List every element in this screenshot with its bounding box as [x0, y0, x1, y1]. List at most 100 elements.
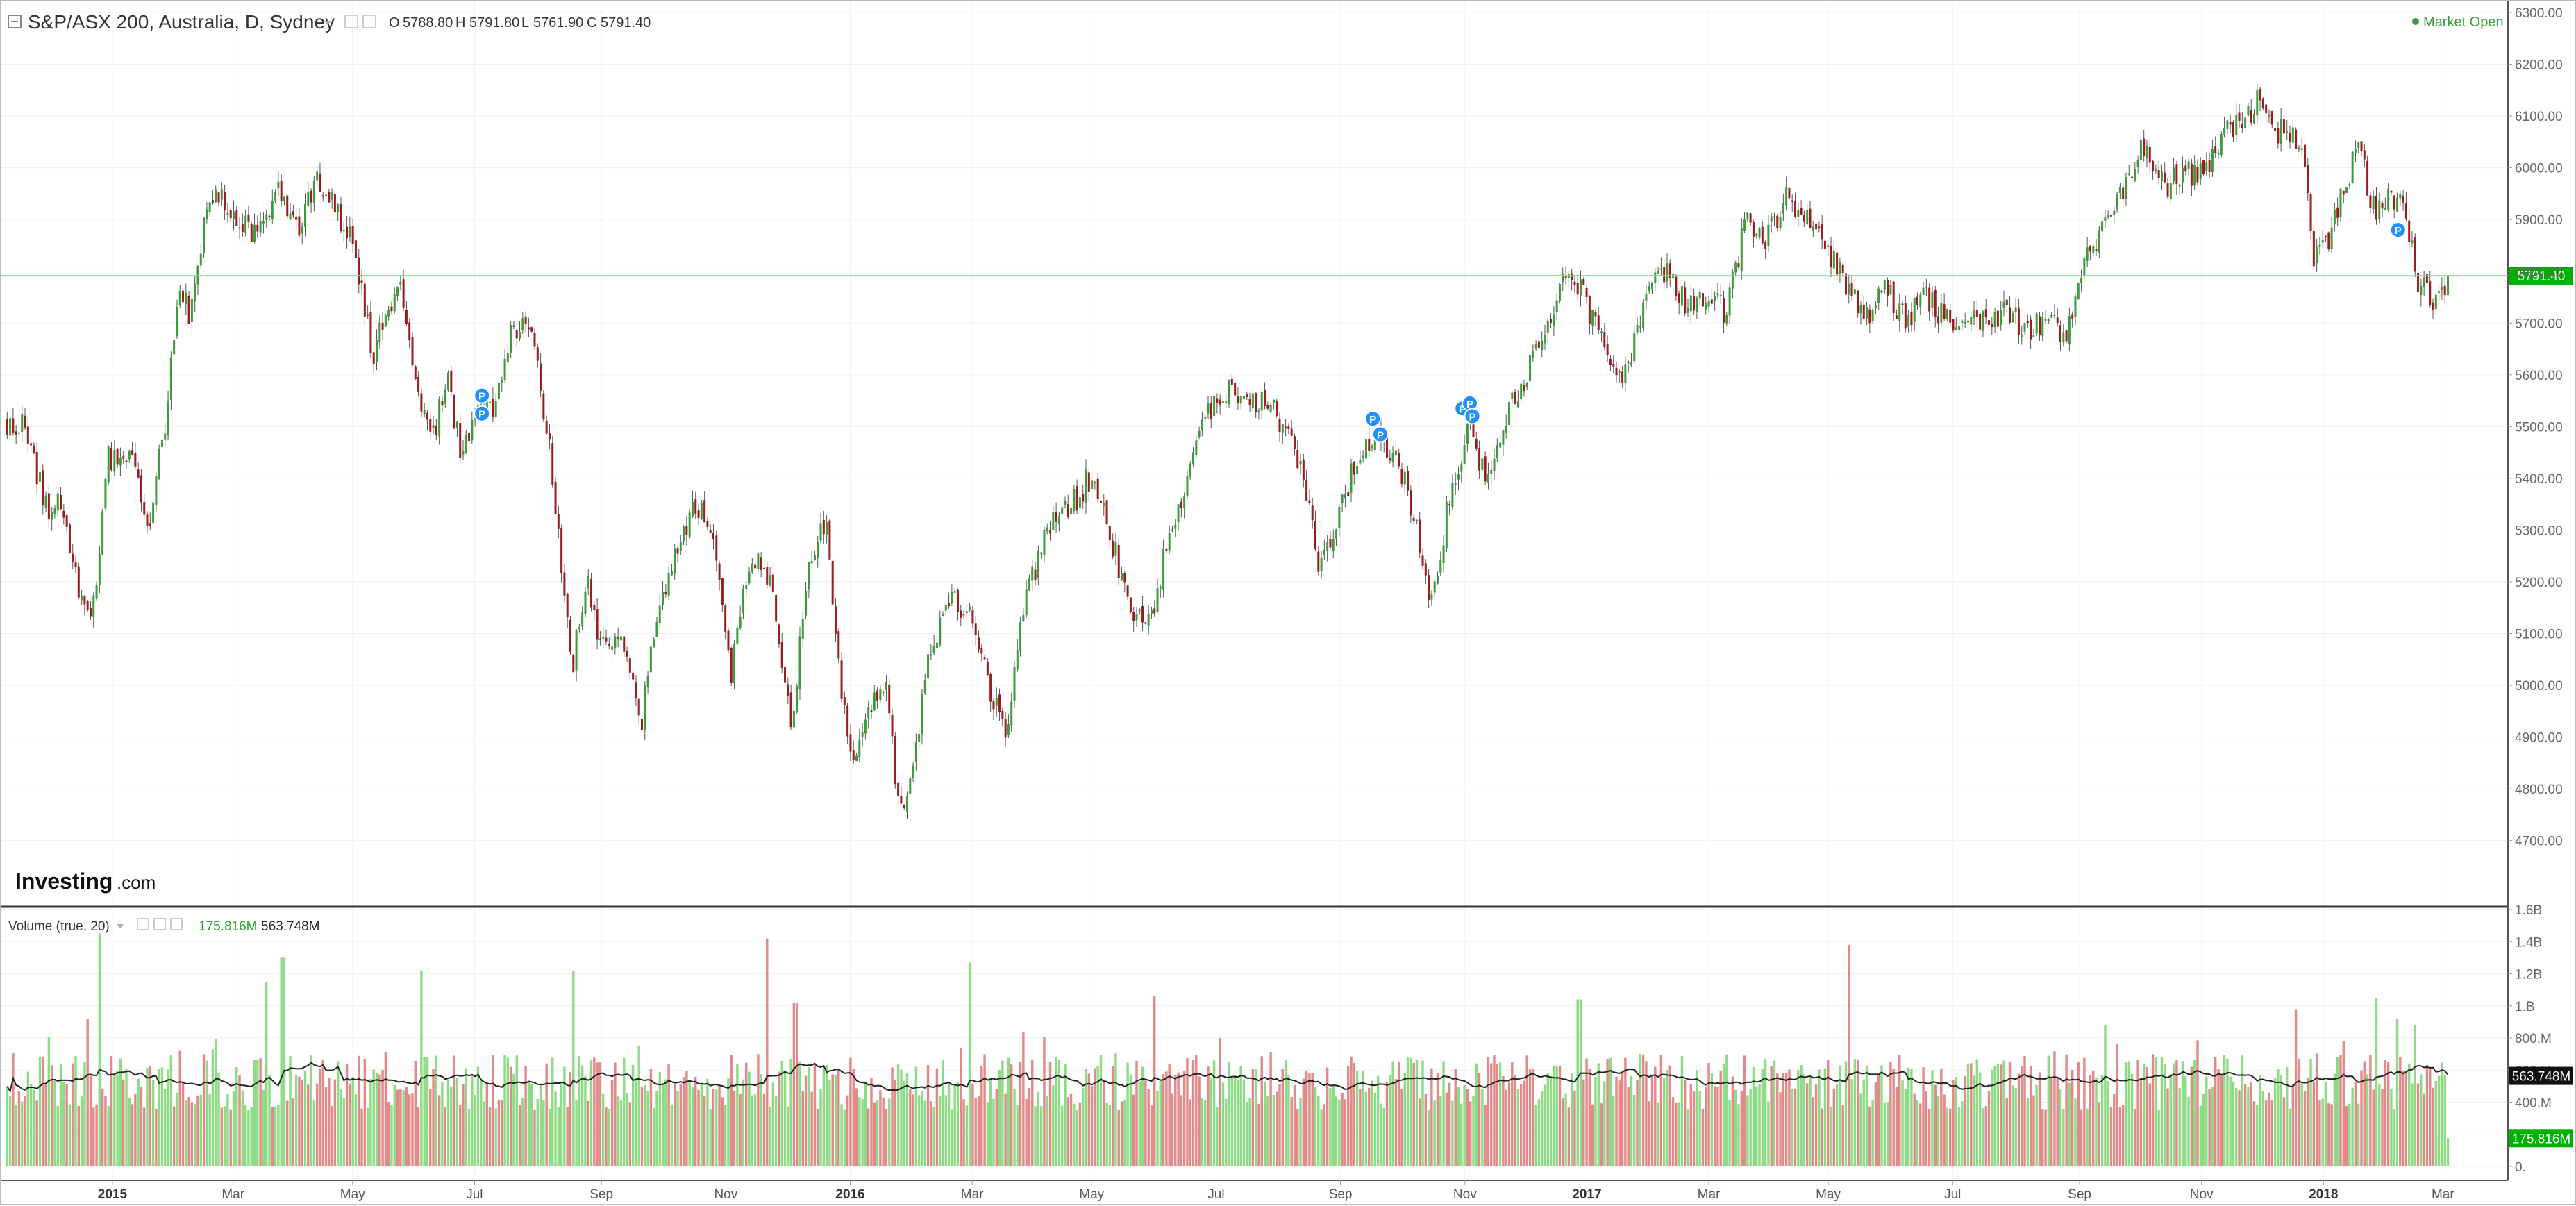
candle-body [1055, 512, 1057, 522]
time-axis[interactable]: 2015 Mar May Jul Sep Nov 2016 Mar May Jul Sep Nov 20… [98, 1180, 2455, 1202]
volume-bar [2083, 1057, 2086, 1166]
volume-settings-icon[interactable] [137, 918, 149, 930]
volume-bar [199, 1094, 202, 1166]
candle-body [1687, 308, 1689, 313]
price-tick-label: 5700.00 [2515, 317, 2563, 331]
candle-body [1725, 315, 1728, 324]
volume-bar [1087, 1073, 1091, 1166]
volume-bar [2384, 1060, 2387, 1166]
volume-bar [938, 1096, 942, 1166]
volume-bar [992, 1098, 995, 1166]
collapse-toggle-icon[interactable] [8, 15, 22, 28]
volume-bar [2336, 1057, 2339, 1166]
volume-title[interactable]: Volume (true, 20) [8, 919, 110, 934]
volume-close-icon[interactable] [170, 918, 183, 930]
candle-body [2026, 321, 2029, 324]
volume-bar [68, 1104, 72, 1166]
candle-body [405, 310, 408, 324]
volume-bar [1380, 1103, 1382, 1166]
candle-body [2021, 335, 2023, 337]
volume-bar [1716, 1087, 1719, 1166]
candle-body [1782, 203, 1784, 214]
volume-bar [619, 1099, 623, 1166]
candle-body [2432, 302, 2434, 310]
volume-bar [2196, 1040, 2199, 1166]
hide-icon[interactable] [362, 15, 376, 28]
event-markers[interactable]: PP PPP PPP [474, 221, 2407, 443]
volume-bar [1725, 1054, 1728, 1166]
volume-bar [446, 1080, 450, 1166]
volume-bar [2312, 1081, 2316, 1166]
candle-body [2181, 167, 2184, 183]
volume-bar [2193, 1060, 2196, 1166]
candle-body [1478, 448, 1481, 471]
candle-body [438, 399, 441, 437]
candle-body [354, 240, 357, 258]
volume-bar [1353, 1062, 1356, 1166]
volume-bar [2423, 1093, 2425, 1166]
candle-body [1600, 331, 1603, 333]
volume-bar [563, 1066, 566, 1166]
candle-body [1815, 223, 1818, 230]
volume-bar [783, 1071, 787, 1166]
candle-body [2381, 203, 2384, 209]
volume-bar [333, 1079, 337, 1166]
candle-body [611, 646, 614, 650]
volume-bar [1609, 1057, 1612, 1166]
symbol-dropdown-icon[interactable] [324, 21, 331, 25]
volume-bar [2309, 1058, 2312, 1166]
volume-bar [1678, 1102, 1680, 1166]
volume-bar [429, 1089, 432, 1166]
volume-bar [417, 1107, 420, 1166]
candle-body [1943, 304, 1946, 319]
candle-body [769, 575, 771, 586]
volume-bar [644, 1084, 646, 1166]
candle-body [1195, 440, 1198, 455]
volume-bar [24, 1096, 26, 1166]
settings-icon[interactable] [344, 15, 358, 28]
event-marker-icon[interactable] [1364, 410, 1382, 428]
volume-bar [1892, 1069, 1895, 1166]
candle-body [369, 311, 372, 353]
candle-body [2080, 278, 2083, 283]
volume-bar [566, 1107, 569, 1166]
candle-body [1186, 476, 1189, 496]
price-tick-label: 6000.00 [2515, 162, 2563, 176]
candle-body [253, 224, 256, 242]
volume-bar [626, 1092, 628, 1166]
volume-tick-label: 1.B [2515, 1000, 2535, 1014]
volume-bar [1579, 999, 1582, 1166]
candle-body [143, 502, 146, 515]
candles[interactable] [6, 83, 2449, 819]
candle-body [1049, 530, 1052, 534]
volume-bar [1156, 1091, 1159, 1166]
volume-bar [1728, 1100, 1731, 1166]
event-marker-icon[interactable] [1464, 408, 1481, 425]
volume-bar [2056, 1077, 2059, 1166]
volume-bar [903, 1080, 905, 1166]
volume-bar [1895, 1087, 1898, 1166]
candle-body [53, 508, 56, 514]
candle-body [834, 606, 837, 634]
candle-body [843, 697, 846, 705]
event-marker-icon[interactable] [2389, 221, 2407, 239]
volume-dropdown-icon[interactable] [117, 924, 124, 928]
volume-bar [187, 1096, 190, 1166]
candle-body [1544, 335, 1546, 344]
volume-bar [1436, 1073, 1439, 1166]
price-axis[interactable]: 6300.006200.006100.006000.005900.005800.… [2508, 6, 2563, 849]
volume-current-badge-bg [2509, 1129, 2573, 1148]
event-marker-icon[interactable] [474, 405, 491, 422]
volume-bar [390, 1104, 393, 1166]
volume-hide-icon[interactable] [153, 918, 166, 930]
event-marker-icon[interactable] [474, 387, 491, 404]
candle-body [44, 495, 47, 509]
event-marker-icon[interactable] [1371, 426, 1389, 443]
volume-bar [2199, 1105, 2202, 1166]
candle-body [1907, 315, 1910, 327]
symbol-title[interactable]: S&P/ASX 200, Australia, D, Sydney [28, 11, 335, 33]
volume-bar [167, 1069, 169, 1166]
candle-body [271, 200, 274, 219]
candle-body [736, 628, 739, 644]
volume-bars[interactable] [6, 933, 2450, 1166]
